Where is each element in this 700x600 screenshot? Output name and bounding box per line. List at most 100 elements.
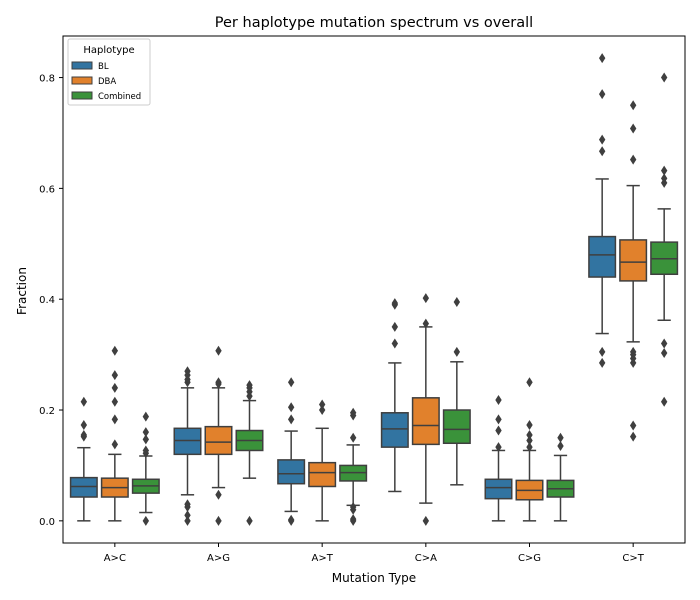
- outlier-point: [453, 296, 461, 307]
- outlier-point: [598, 134, 606, 145]
- outlier-point: [349, 501, 357, 512]
- box-body: [204, 425, 233, 456]
- x-tick-label: C>A: [415, 553, 437, 564]
- outlier-point: [391, 338, 399, 349]
- outlier-point: [422, 318, 430, 329]
- box-combined-4: [546, 432, 575, 522]
- outlier-point: [526, 419, 533, 430]
- outlier-point: [629, 346, 637, 357]
- box-bl-2: [277, 377, 306, 526]
- outlier-point: [111, 439, 119, 450]
- box-combined-2: [339, 407, 368, 526]
- box-dba-1: [204, 345, 233, 526]
- box-combined-3: [442, 296, 471, 486]
- box-bl-3: [380, 298, 409, 493]
- outlier-point: [660, 72, 668, 83]
- outlier-point: [422, 293, 430, 304]
- outlier-point: [526, 435, 533, 446]
- outlier-point: [111, 345, 119, 356]
- outlier-point: [318, 405, 326, 416]
- outlier-point: [142, 411, 150, 422]
- outlier-point: [526, 377, 533, 388]
- box-dba-4: [515, 377, 544, 522]
- x-tick-label: C>G: [518, 553, 541, 564]
- x-axis-label: Mutation Type: [332, 571, 416, 585]
- outlier-point: [660, 396, 668, 407]
- outlier-point: [391, 298, 399, 309]
- box-bl-4: [484, 395, 513, 522]
- box-plots: [69, 53, 679, 526]
- box-body: [484, 478, 513, 500]
- outlier-point: [80, 429, 88, 440]
- outlier-point: [629, 100, 637, 111]
- legend-title: Haplotype: [83, 45, 134, 56]
- legend-swatch: [71, 91, 93, 100]
- outlier-point: [184, 510, 191, 521]
- outlier-point: [215, 345, 222, 356]
- chart-title: Per haplotype mutation spectrum vs overa…: [215, 15, 533, 31]
- outlier-point: [80, 419, 88, 430]
- outlier-point: [287, 514, 295, 525]
- outlier-point: [287, 402, 295, 413]
- x-tick-label: C>T: [622, 553, 644, 564]
- outlier-point: [598, 357, 606, 368]
- x-tick-label: A>T: [312, 553, 334, 564]
- outlier-point: [598, 53, 606, 64]
- legend-swatch: [71, 61, 93, 70]
- outlier-point: [215, 489, 222, 500]
- y-tick-label: 0.2: [39, 406, 55, 417]
- outlier-point: [453, 346, 461, 357]
- y-tick-label: 0.6: [39, 184, 55, 195]
- outlier-point: [111, 382, 119, 393]
- box-combined-1: [235, 380, 264, 526]
- outlier-point: [349, 407, 357, 418]
- box-body: [380, 412, 409, 448]
- box-body: [411, 397, 440, 446]
- outlier-point: [349, 432, 357, 443]
- box-bl-5: [588, 53, 617, 368]
- outlier-point: [184, 515, 191, 526]
- legend: Haplotype BL DBA Combined: [67, 38, 151, 106]
- box-body: [277, 459, 306, 485]
- box-dba-2: [308, 399, 337, 522]
- outlier-point: [391, 321, 399, 332]
- legend-swatch: [71, 76, 93, 85]
- outlier-point: [318, 399, 326, 410]
- y-tick-label: 0.8: [39, 74, 55, 85]
- outlier-point: [184, 499, 191, 510]
- outlier-point: [526, 442, 533, 453]
- box-body: [442, 409, 471, 445]
- outlier-point: [349, 514, 357, 525]
- outlier-point: [215, 515, 222, 526]
- outlier-point: [526, 429, 533, 440]
- legend-label: BL: [98, 62, 109, 72]
- box-dba-5: [619, 100, 648, 442]
- box-bl-0: [69, 396, 98, 522]
- box-combined-0: [131, 411, 160, 526]
- outlier-point: [287, 377, 295, 388]
- outlier-point: [495, 414, 502, 425]
- x-tick-label: A>C: [104, 553, 126, 564]
- box-body: [173, 427, 202, 456]
- outlier-point: [142, 427, 150, 438]
- outlier-point: [598, 89, 606, 100]
- x-tick-label: A>G: [207, 553, 230, 564]
- y-tick-label: 0.0: [39, 517, 55, 528]
- y-tick-label: 0.4: [39, 295, 55, 306]
- x-axis-ticks: A>C A>G A>T C>A C>G C>T: [104, 543, 645, 564]
- y-axis-label: Fraction: [15, 267, 29, 315]
- plot-area-frame: [62, 35, 686, 544]
- outlier-point: [629, 123, 637, 134]
- outlier-point: [111, 396, 119, 407]
- outlier-point: [287, 414, 295, 425]
- outlier-point: [142, 515, 150, 526]
- outlier-point: [495, 395, 502, 406]
- outlier-point: [598, 146, 606, 157]
- box-bl-1: [173, 366, 202, 526]
- outlier-point: [629, 154, 637, 165]
- box-body: [619, 239, 648, 282]
- box-body: [69, 476, 98, 498]
- outlier-point: [111, 370, 119, 381]
- outlier-point: [557, 432, 564, 443]
